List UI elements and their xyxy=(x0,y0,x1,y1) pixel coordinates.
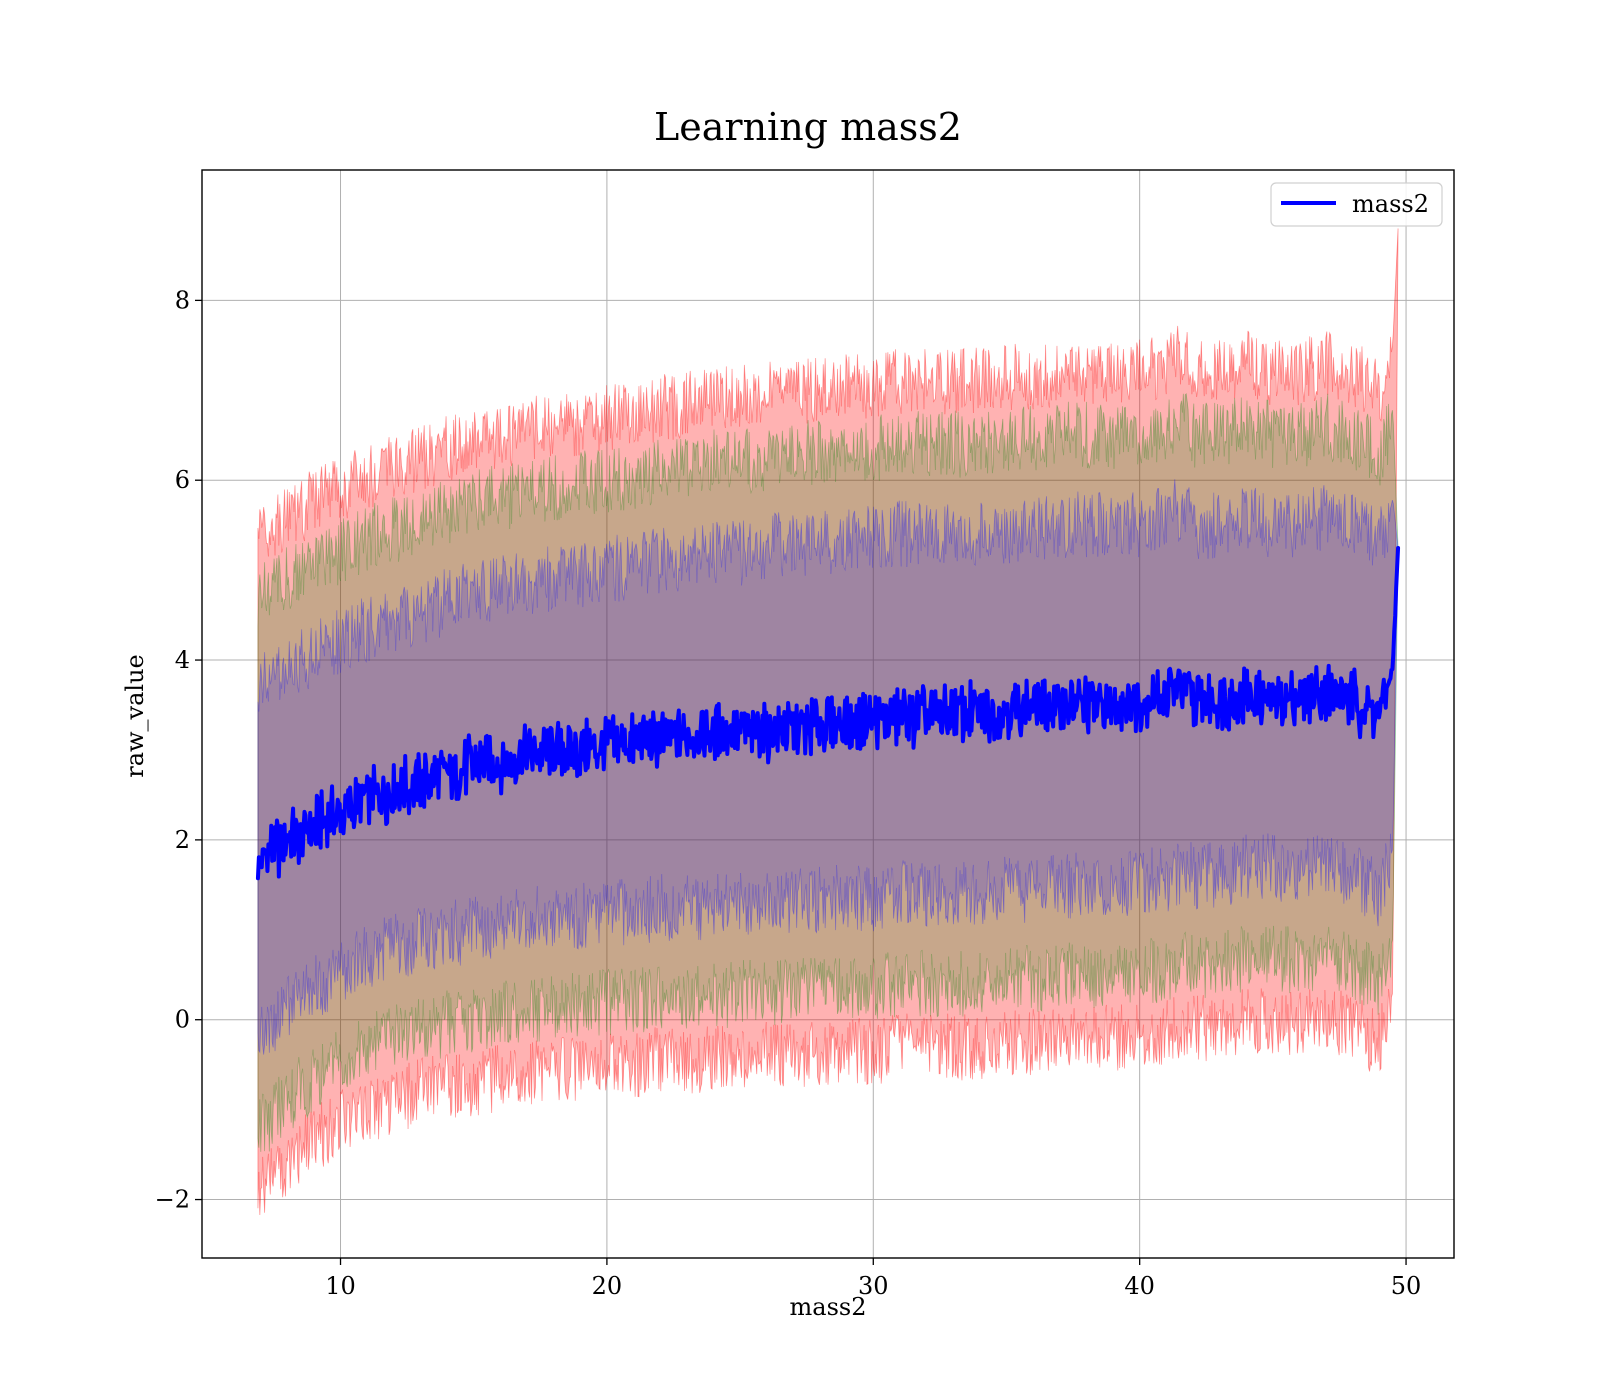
y-axis-ticks: −2 0 2 4 6 8 xyxy=(155,286,202,1214)
x-tick-label: 20 xyxy=(592,1272,623,1300)
y-axis-label: raw_value xyxy=(121,654,149,778)
x-axis-ticks: 10 20 30 40 50 xyxy=(325,1258,1421,1300)
grid-lines xyxy=(202,170,1454,1258)
chart-title: Learning mass2 xyxy=(654,105,962,149)
x-tick-label: 10 xyxy=(325,1272,356,1300)
y-tick-label: 2 xyxy=(175,826,190,854)
y-tick-label: −2 xyxy=(155,1186,190,1214)
y-tick-label: 4 xyxy=(175,646,190,674)
legend-label-mass2: mass2 xyxy=(1352,190,1429,218)
x-tick-label: 50 xyxy=(1391,1272,1422,1300)
x-tick-label: 30 xyxy=(858,1272,889,1300)
series-lines xyxy=(255,546,1401,881)
y-tick-label: 8 xyxy=(175,286,190,314)
series-line-0 xyxy=(255,546,1401,881)
uncertainty-bands xyxy=(257,228,1399,1215)
legend-box xyxy=(1270,182,1443,227)
plot-frame xyxy=(201,169,1455,1259)
legend: mass2 xyxy=(1270,182,1443,227)
x-axis-label: mass2 xyxy=(790,1293,867,1321)
y-tick-label: 0 xyxy=(175,1006,190,1034)
x-tick-label: 40 xyxy=(1124,1272,1155,1300)
y-tick-label: 6 xyxy=(175,466,190,494)
